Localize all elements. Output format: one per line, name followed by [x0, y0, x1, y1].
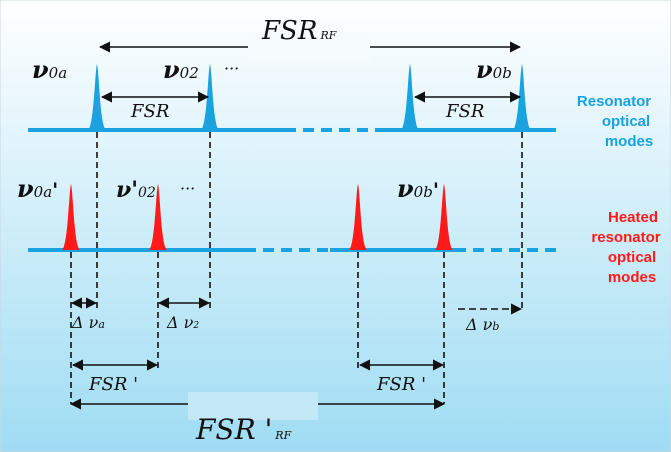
nu02-label: ν02: [163, 55, 199, 84]
resonator-legend-line-1: Resonator: [577, 93, 651, 110]
fsr-rf-bottom-label: FSR ' RF: [195, 413, 292, 446]
delta-a-label: Δ νa: [71, 313, 105, 332]
resonator-legend-line-2: optical: [602, 113, 650, 130]
resonator-peak: [201, 64, 219, 130]
fsr-right-label: FSR: [445, 101, 484, 122]
resonator-peak: [513, 64, 531, 130]
delta-b-label: Δ νb: [465, 315, 499, 334]
resonator-peaks: [88, 64, 531, 130]
heated-legend-line-2: resonator: [591, 229, 660, 246]
fsr-prime-right-label: FSR ': [376, 374, 426, 395]
heated-peak: [349, 184, 367, 250]
resonator-peak: [88, 64, 106, 130]
heated-peaks: [62, 184, 453, 250]
heated-peak: [149, 184, 167, 250]
arrows: [69, 41, 523, 410]
nu0b-prime-label: ν0b': [397, 174, 439, 203]
heated-legend-line-4: modes: [608, 269, 656, 286]
ellipsis-top: ···: [224, 59, 239, 78]
nu0b-label: ν0b: [476, 55, 512, 84]
resonator-peak: [401, 64, 419, 130]
fsr-left-label: FSR: [130, 101, 169, 122]
nu0a-label: ν0a: [32, 55, 67, 84]
guide-lines: [70, 132, 523, 404]
nu02-prime-label: ν'02: [116, 177, 156, 203]
ellipsis-bottom: ···: [180, 179, 195, 198]
heated-peak: [435, 184, 453, 250]
heated-peak: [62, 184, 80, 250]
heated-legend-line-3: optical: [608, 249, 656, 266]
resonator-legend-line-3: modes: [605, 133, 653, 150]
fsr-rf-top-label: FSR RF: [261, 16, 337, 46]
heated-legend-line-1: Heated: [608, 209, 658, 226]
nu0a-prime-label: ν0a': [17, 174, 58, 203]
fsr-prime-left-label: FSR ': [88, 374, 138, 395]
delta-2-label: Δ ν2: [166, 313, 199, 332]
